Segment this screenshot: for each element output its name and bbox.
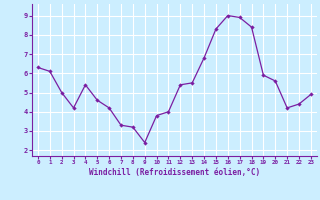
X-axis label: Windchill (Refroidissement éolien,°C): Windchill (Refroidissement éolien,°C)	[89, 168, 260, 177]
